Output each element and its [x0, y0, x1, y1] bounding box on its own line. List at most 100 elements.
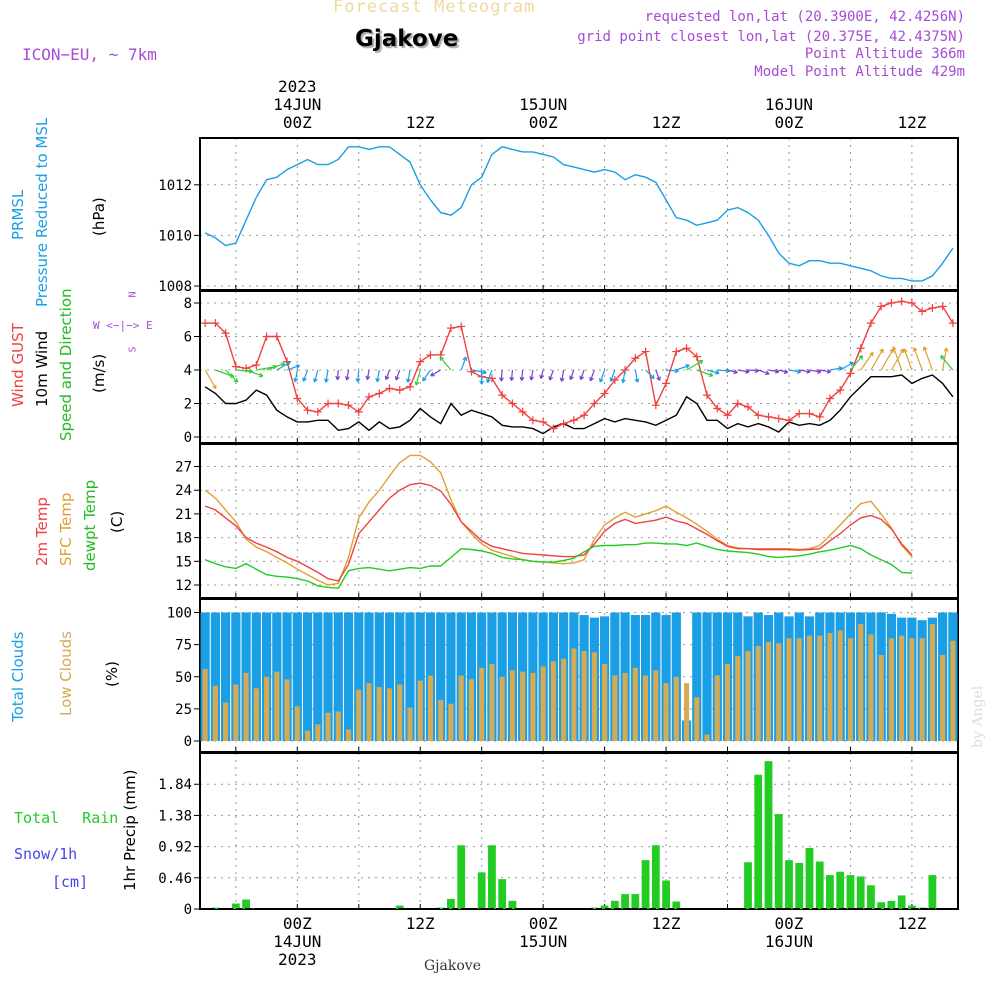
rain-bar [774, 814, 783, 909]
wind-gust-point [651, 401, 660, 410]
wind-direction-arrow [344, 369, 350, 381]
wind-gust-point [692, 352, 701, 361]
point-altitude: Point Altitude 366m [804, 46, 965, 62]
rain-bar [436, 907, 445, 909]
wind-direction-arrow [430, 369, 442, 377]
wind-gust-point [764, 412, 773, 421]
location-title: Gjakove [355, 26, 459, 52]
wind-gust-point [334, 399, 343, 408]
rain-bar [641, 860, 650, 909]
total-cloud-bar [692, 612, 702, 741]
wind-direction-arrow [509, 369, 515, 381]
rain-bar [457, 845, 466, 909]
rain-bar [805, 847, 814, 909]
wind-direction-arrow [892, 346, 903, 371]
temp-ytick-label: 15 [175, 554, 192, 570]
wind-gust-point [221, 329, 230, 338]
wind-direction-arrow [768, 368, 780, 374]
low-cloud-bar [919, 638, 925, 741]
pressure-frame [199, 137, 959, 291]
top-time-label: 2023 [278, 77, 317, 96]
low-cloud-bar [694, 697, 700, 741]
wind-gust-point [672, 347, 681, 356]
temp-ytick-label: 27 [175, 460, 192, 476]
top-time-label: 00Z [775, 113, 804, 132]
rain-bar [498, 879, 507, 909]
wind-gust-point [508, 399, 517, 408]
wind-direction-arrow [293, 369, 299, 383]
wind-direction-arrow [471, 369, 487, 375]
wind-gust-point [866, 319, 875, 328]
wind-gust-point [938, 302, 947, 311]
wind-gust-point [774, 414, 783, 423]
wind-ytick-label: 4 [184, 363, 192, 379]
rain-bar [836, 871, 845, 909]
wind-gust-point [723, 411, 732, 420]
wind-direction-arrow [620, 369, 626, 384]
wind-gust-point [795, 409, 804, 418]
dewpoint-line [204, 542, 912, 589]
low-cloud-bar [264, 676, 270, 741]
temp-ytick-label: 18 [175, 531, 192, 547]
total-cloud-bar [333, 612, 343, 741]
total-cloud-bar [374, 612, 384, 741]
low-cloud-bar [397, 684, 403, 741]
pressure-ytick-label: 1008 [158, 279, 192, 295]
wind-direction-arrow [758, 369, 770, 376]
wind-direction-arrow [788, 369, 802, 374]
snow-unit-label: [cm] [52, 873, 89, 891]
top-title: Forecast Meteogram [333, 0, 536, 17]
wind-direction-arrow [324, 369, 329, 383]
top-time-label: 12Z [897, 113, 926, 132]
rain-bar [764, 761, 773, 909]
rain-bar [488, 845, 496, 909]
wind-direction-arrow [839, 361, 854, 371]
total-cloud-bar [251, 612, 261, 741]
precip-ytick-label: 0.46 [158, 871, 192, 887]
low-cloud-bar [448, 703, 454, 741]
rain-bar [621, 894, 629, 909]
precip-ytick-label: 0 [184, 902, 192, 918]
low-cloud-bar [724, 663, 731, 741]
low-cloud-bar [868, 634, 874, 741]
low-cloud-bar [612, 675, 618, 741]
rain-bar [826, 875, 834, 909]
wind-gust-point [744, 402, 753, 411]
wind-gust-point [293, 394, 302, 403]
wind-direction-arrow [799, 368, 811, 374]
low-cloud-bar [458, 675, 464, 741]
wind-gust-point [877, 302, 886, 311]
low-cloud-bar [315, 724, 321, 741]
rain-bar [242, 899, 250, 909]
rain-bar [231, 903, 240, 909]
wind-gust-point [252, 360, 261, 369]
clouds-ytick-label: 50 [175, 670, 192, 686]
total-cloud-bar [282, 612, 292, 741]
wind-direction-arrow [849, 355, 864, 371]
low-cloud-bar [683, 683, 690, 741]
low-cloud-bar [858, 624, 864, 741]
rain-bar [846, 875, 855, 909]
low-cloud-bar [571, 648, 577, 741]
clouds-ytick-label: 75 [175, 638, 192, 654]
wind-direction-arrow [569, 369, 575, 381]
total-cloud-bar [415, 612, 425, 741]
low-cloud-bar [294, 706, 300, 741]
low-cloud-bar [632, 667, 638, 741]
low-cloud-bar [212, 685, 218, 741]
low-cloud-bar [499, 676, 505, 741]
wind-gust-point [580, 411, 589, 420]
low-cloud-bar [796, 638, 802, 741]
wind-gust-point [528, 416, 537, 425]
low-cloud-bar [714, 675, 720, 741]
wind-gust-point [784, 416, 793, 425]
wind-gust-point [395, 386, 404, 395]
bottom-time-label: 12Z [406, 914, 435, 933]
bottom-time-label: 15JUN [519, 932, 567, 951]
wind-direction-arrow [559, 369, 565, 382]
rain-bar [395, 905, 404, 909]
wind-gust-point [272, 332, 281, 341]
wind-gust-point [559, 419, 568, 428]
clouds-ytick-label: 25 [175, 702, 192, 718]
wind-gust-point [354, 407, 363, 416]
